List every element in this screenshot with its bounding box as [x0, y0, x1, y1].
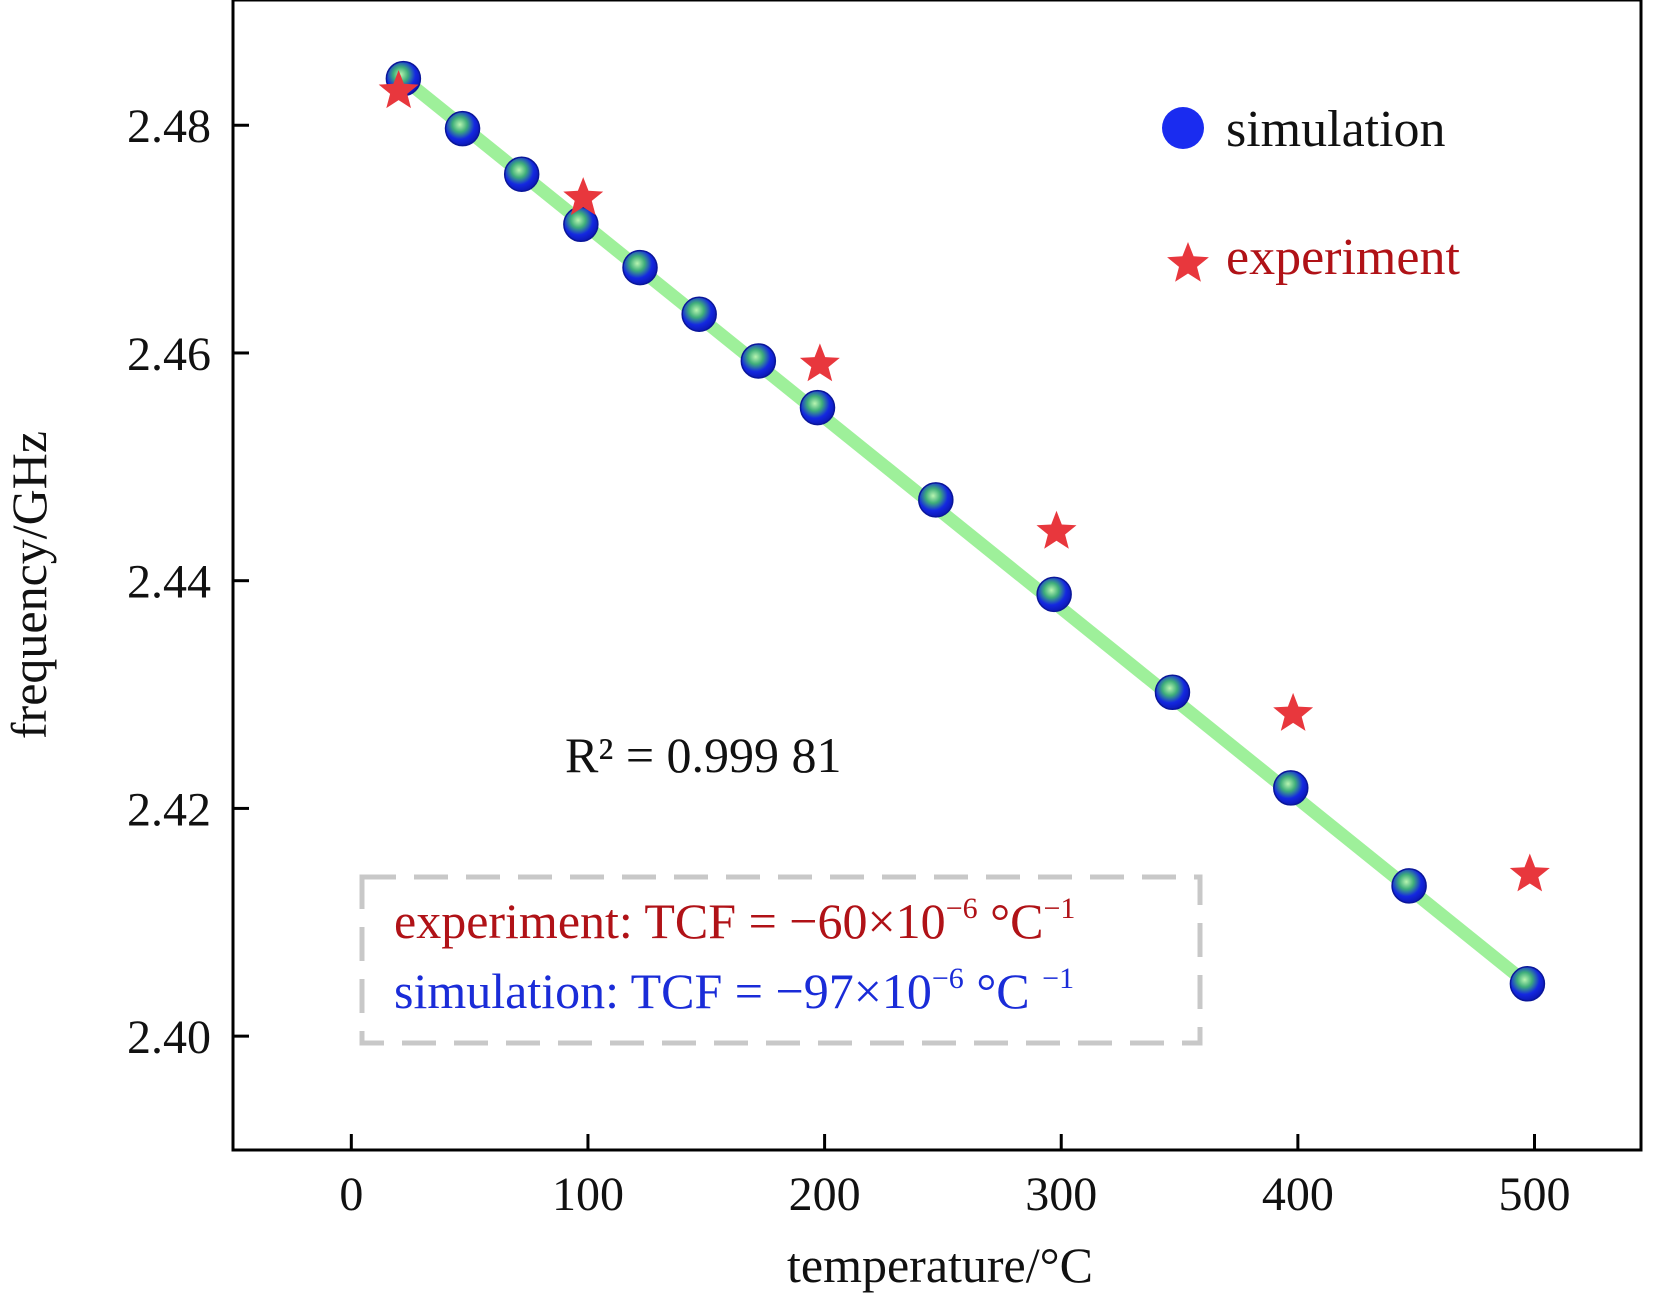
x-axis-title: temperature/°C [787, 1237, 1093, 1293]
simulation-point [1391, 868, 1427, 904]
experiment-point [1036, 510, 1077, 549]
tcf-experiment-text: experiment: TCF = −60×10 [394, 893, 946, 949]
experiment-series [378, 70, 1550, 892]
y-tick-label: 2.40 [127, 1011, 211, 1064]
y-tick-label: 2.48 [127, 100, 211, 153]
simulation-point [1036, 576, 1072, 613]
x-tick-label: 400 [1262, 1168, 1334, 1221]
simulation-point [1154, 674, 1191, 711]
y-tick-label: 2.46 [127, 328, 211, 381]
legend-simulation-marker [1162, 107, 1204, 149]
y-tick-label: 2.44 [127, 556, 211, 609]
tcf-experiment-exp: −6 [946, 892, 978, 925]
tcf-simulation-unit: °C [964, 963, 1042, 1019]
simulation-point [740, 343, 777, 379]
tcf-simulation-text: simulation: TCF = −97×10 [394, 963, 932, 1019]
simulation-point [799, 389, 836, 426]
experiment-point [1273, 692, 1314, 731]
simulation-series [385, 60, 1546, 1002]
legend-simulation-label: simulation [1226, 101, 1446, 158]
x-tick-label: 300 [1025, 1168, 1097, 1221]
simulation-point [1509, 966, 1546, 1002]
tcf-annotation-box [359, 874, 1203, 1046]
plot-frame [231, 0, 1643, 1152]
simulation-point [918, 482, 954, 518]
legend: simulation experiment [1162, 101, 1460, 286]
tcf-simulation-exp: −6 [932, 962, 964, 995]
simulation-point [503, 156, 540, 192]
x-axis-ticks: 0 100 200 300 400 500 [339, 1134, 1571, 1221]
tcf-simulation-unit-exp: −1 [1042, 962, 1074, 995]
r-squared-annotation: R² = 0.999 81 [565, 727, 842, 783]
x-tick-label: 0 [339, 1168, 363, 1221]
tcf-experiment-annotation: experiment: TCF = −60×10−6 °C−1 [394, 892, 1075, 949]
x-tick-label: 200 [789, 1168, 861, 1221]
x-tick-label: 500 [1499, 1168, 1571, 1221]
simulation-point [681, 296, 717, 333]
simulation-point [622, 249, 658, 286]
x-tick-label: 100 [552, 1168, 624, 1221]
experiment-point [378, 70, 419, 109]
simulation-point [444, 110, 481, 147]
tcf-experiment-unit-exp: −1 [1043, 892, 1075, 925]
experiment-point [799, 343, 840, 382]
tcf-experiment-unit: °C [978, 893, 1044, 949]
y-axis-ticks: 2.40 2.42 2.44 2.46 2.48 [127, 100, 249, 1064]
y-tick-label: 2.42 [127, 783, 211, 836]
experiment-point [563, 177, 604, 216]
simulation-point [1273, 770, 1309, 806]
y-axis-title: frequency/GHz [1, 431, 57, 739]
legend-experiment-marker [1167, 242, 1209, 282]
experiment-point [1509, 853, 1550, 892]
legend-experiment-label: experiment [1226, 229, 1460, 286]
tcf-simulation-annotation: simulation: TCF = −97×10−6 °C −1 [394, 962, 1074, 1019]
